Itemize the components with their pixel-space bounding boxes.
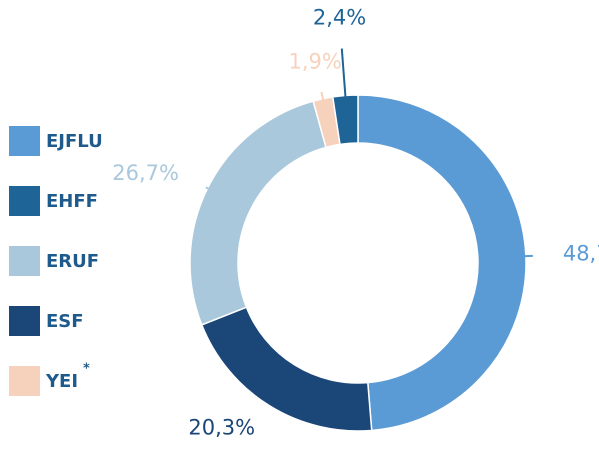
legend-label: EHFF: [46, 191, 98, 212]
legend-swatch: [9, 186, 40, 216]
value-label: 26,7%: [112, 161, 179, 185]
donut-segment: [331, 94, 359, 146]
donut-segment: [357, 94, 527, 432]
value-label: 20,3%: [188, 416, 255, 440]
legend-label: ERUF: [46, 251, 99, 272]
leader-line: [205, 186, 212, 191]
legend-swatch: [9, 366, 40, 396]
legend-label: YEI: [45, 371, 78, 392]
legend-swatch: [9, 306, 40, 336]
legend-label: ESF: [46, 311, 84, 332]
leader-line: [340, 48, 347, 100]
legend-label: EJFLU: [46, 131, 103, 152]
donut-segment: [200, 306, 373, 432]
donut-segment: [189, 100, 327, 326]
value-label: 1,9%: [288, 50, 341, 74]
legend-swatch: [9, 246, 40, 276]
legend-swatch: [9, 126, 40, 156]
footnote-marker: *: [83, 362, 90, 377]
value-label: 48,7%: [563, 242, 599, 266]
leader-line: [320, 91, 325, 103]
value-label: 2,4%: [313, 6, 366, 30]
leader-line: [270, 401, 273, 404]
